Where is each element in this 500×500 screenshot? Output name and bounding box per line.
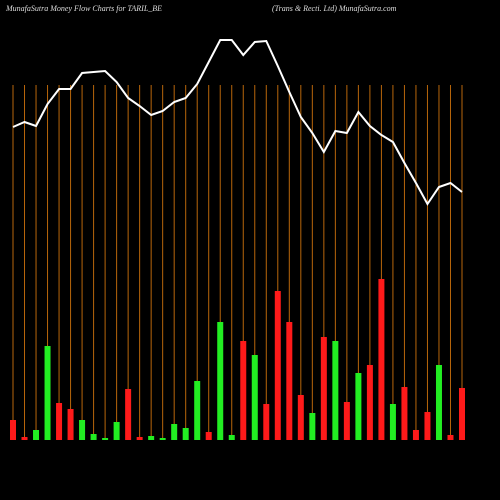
bar: [125, 389, 132, 440]
chart-title: MunafaSutra Money Flow Charts for TARIL_…: [5, 4, 162, 13]
bar: [401, 387, 408, 440]
bar: [113, 422, 120, 440]
bar: [228, 435, 235, 440]
bar: [79, 420, 86, 440]
bar: [435, 365, 442, 440]
bar: [205, 432, 212, 440]
bar: [182, 428, 189, 440]
bar: [136, 437, 143, 440]
bar: [447, 435, 454, 440]
bar: [33, 430, 40, 440]
bar: [10, 420, 16, 440]
bar: [217, 322, 224, 440]
bar: [67, 409, 74, 440]
bar: [240, 341, 247, 440]
bar: [332, 341, 339, 440]
bar: [21, 437, 28, 440]
bar: [366, 365, 373, 440]
bar: [102, 438, 109, 440]
bar: [90, 434, 97, 440]
price-line: [12, 39, 463, 206]
bar: [286, 322, 293, 440]
bar: [424, 412, 431, 440]
bar: [56, 403, 63, 440]
bar: [297, 395, 304, 440]
bar: [378, 279, 385, 440]
bar: [355, 373, 362, 440]
bar: [412, 430, 419, 440]
bar: [251, 355, 258, 440]
bar: [343, 402, 350, 440]
bar: [320, 337, 327, 440]
chart-subtitle: (Trans & Recti. Ltd) MunafaSutra.com: [272, 4, 397, 13]
bar: [194, 381, 201, 440]
bar: [309, 413, 316, 440]
bar: [44, 346, 51, 440]
bar: [171, 424, 178, 440]
bar: [459, 388, 465, 440]
bar: [389, 404, 396, 440]
bar: [274, 291, 281, 440]
bar: [263, 404, 270, 440]
bar: [159, 438, 166, 440]
bar: [148, 436, 155, 440]
